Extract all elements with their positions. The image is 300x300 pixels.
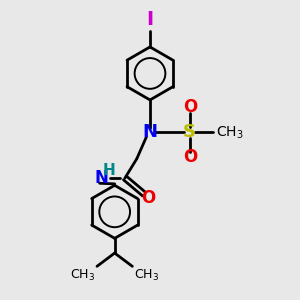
Text: CH$_3$: CH$_3$ — [216, 124, 244, 140]
Text: I: I — [146, 10, 154, 29]
Text: O: O — [183, 148, 197, 166]
Text: S: S — [183, 123, 196, 141]
Text: CH$_3$: CH$_3$ — [70, 268, 95, 283]
Text: H: H — [102, 163, 115, 178]
Text: N: N — [142, 123, 158, 141]
Text: O: O — [183, 98, 197, 116]
Text: CH$_3$: CH$_3$ — [134, 268, 159, 283]
Text: O: O — [141, 189, 155, 207]
Text: N: N — [94, 169, 108, 187]
